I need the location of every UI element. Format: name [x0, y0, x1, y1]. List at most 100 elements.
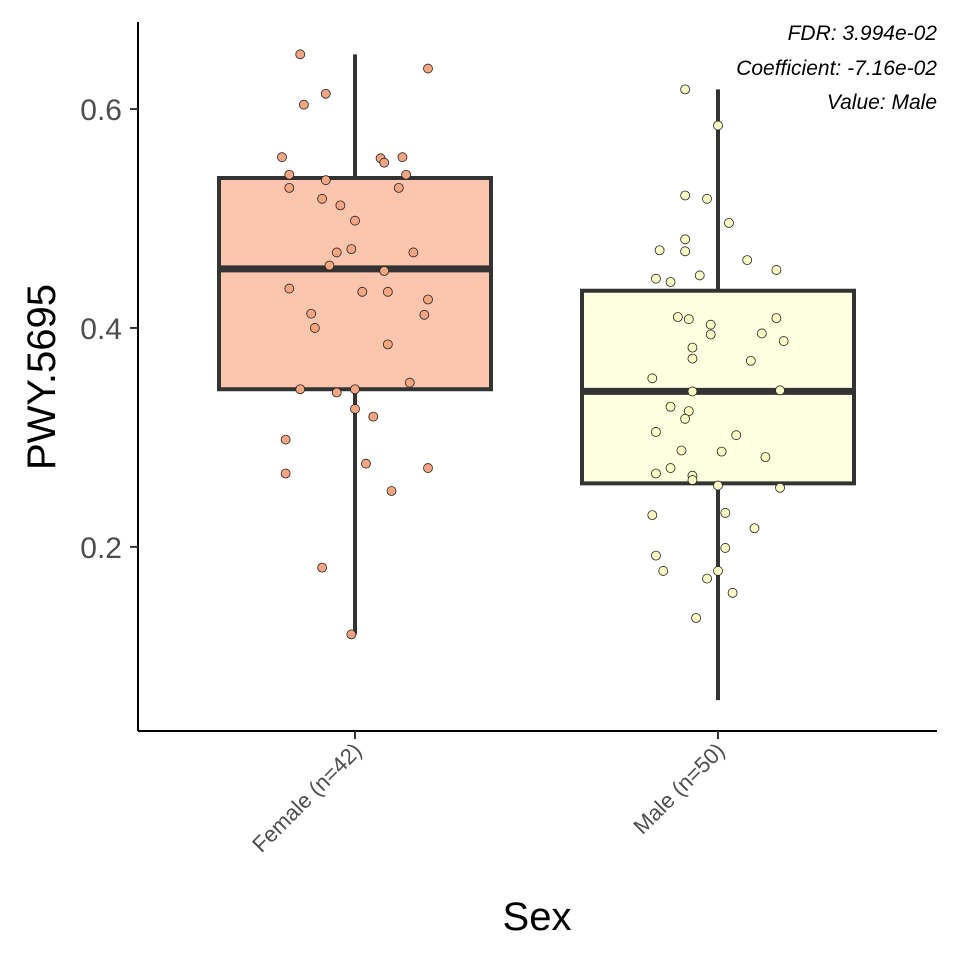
data-point [295, 384, 306, 395]
data-point [320, 88, 331, 99]
annotation-text: Value: Male [827, 91, 937, 114]
data-point [284, 169, 295, 180]
data-point [778, 336, 789, 346]
data-point [298, 99, 309, 110]
data-point [350, 215, 360, 226]
x-axis-title: Sex [503, 895, 572, 939]
data-point [702, 573, 712, 584]
data-point [724, 217, 734, 228]
data-point [647, 510, 658, 521]
data-point [408, 247, 419, 258]
data-point [745, 355, 756, 366]
data-point [749, 523, 760, 534]
data-point [309, 323, 320, 333]
data-point [382, 339, 393, 350]
data-point [742, 255, 753, 265]
data-point [379, 157, 390, 168]
data-point [713, 480, 723, 491]
data-point [665, 463, 676, 473]
data-point [284, 182, 295, 193]
annotation-text: Coefficient: -7.16e-02 [736, 57, 937, 80]
data-point [687, 386, 698, 397]
data-point [295, 49, 306, 60]
data-point [393, 182, 404, 193]
data-point [720, 543, 731, 553]
data-point [705, 329, 716, 340]
data-point [361, 458, 371, 469]
data-point [705, 319, 716, 330]
box-group-1 [217, 49, 493, 640]
data-point [647, 373, 658, 384]
data-point [665, 401, 676, 412]
data-point [404, 377, 415, 388]
data-point [280, 434, 291, 445]
data-point [277, 152, 287, 163]
data-point [324, 260, 335, 271]
box-group-2 [580, 84, 856, 701]
data-point [687, 342, 698, 353]
data-point [357, 286, 368, 297]
data-point [397, 152, 408, 163]
y-tick-label: 0.2 [80, 532, 122, 565]
box [217, 176, 493, 392]
x-tick-label: Female (n=42) [247, 738, 366, 857]
data-point [306, 308, 317, 319]
data-point [331, 387, 342, 398]
data-point [350, 384, 360, 395]
data-point [771, 313, 782, 323]
data-point [702, 193, 712, 204]
data-point [317, 562, 328, 573]
data-point [419, 309, 430, 320]
data-point [680, 413, 691, 424]
data-point [386, 486, 397, 496]
axes [137, 22, 937, 732]
data-point [665, 277, 676, 287]
data-point [423, 294, 433, 305]
data-point [680, 234, 691, 245]
y-axis-title: PWY.5695 [20, 284, 64, 470]
data-point [771, 265, 782, 275]
data-point [317, 193, 328, 204]
data-point [658, 566, 669, 576]
data-point [346, 629, 357, 640]
data-point [368, 411, 379, 422]
data-point [401, 169, 412, 180]
data-point [280, 468, 291, 479]
data-point [713, 566, 723, 576]
data-point [350, 404, 360, 414]
data-point [654, 245, 665, 256]
plot-marks [217, 49, 856, 701]
data-point [727, 587, 738, 598]
data-point [694, 270, 705, 281]
data-point [731, 430, 742, 441]
data-point [680, 190, 691, 201]
data-point [651, 427, 661, 437]
data-point [676, 445, 687, 456]
data-point [687, 353, 698, 364]
data-point [320, 175, 331, 186]
data-point [331, 247, 342, 258]
data-point [651, 468, 661, 479]
data-point [720, 508, 731, 518]
data-point [756, 328, 767, 339]
annotation-text: FDR: 3.994e-02 [788, 22, 938, 45]
data-point [651, 273, 661, 284]
y-tick-label: 0.4 [80, 313, 122, 346]
data-point [284, 283, 295, 294]
data-point [775, 385, 785, 396]
data-point [423, 463, 433, 473]
x-tick-label: Male (n=50) [628, 738, 729, 839]
annotations: FDR: 3.994e-02 Coefficient: -7.16e-02 Valu… [736, 22, 937, 114]
data-point [713, 120, 723, 131]
data-point [775, 482, 785, 493]
data-point [651, 550, 661, 561]
data-point [760, 452, 771, 463]
data-point [680, 84, 691, 95]
data-point [335, 200, 346, 211]
data-point [680, 246, 691, 257]
data-point [423, 63, 433, 74]
data-point [379, 266, 390, 276]
data-point [687, 475, 698, 485]
data-point [346, 244, 357, 255]
